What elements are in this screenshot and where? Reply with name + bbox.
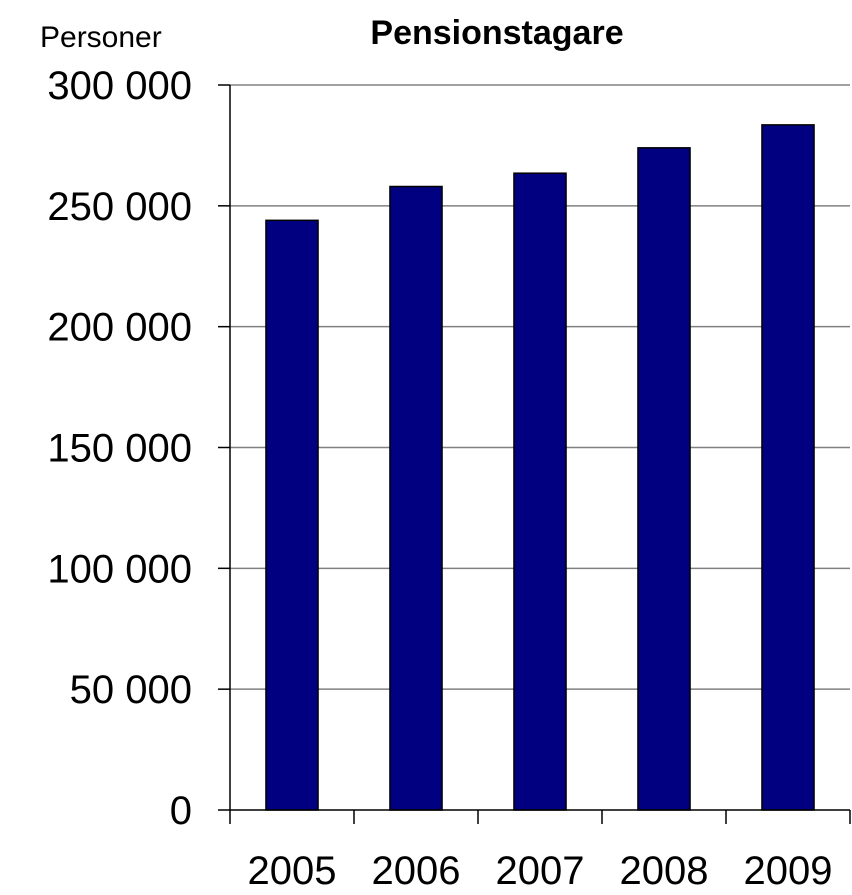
bar-2008 bbox=[637, 147, 691, 811]
bar-2005 bbox=[265, 219, 319, 811]
y-tick-label: 50 000 bbox=[70, 668, 192, 712]
y-tick-label: 100 000 bbox=[47, 547, 192, 591]
bar-2007 bbox=[513, 172, 567, 811]
y-axis-unit-label: Personer bbox=[40, 21, 162, 54]
x-tick-label: 2005 bbox=[248, 849, 337, 893]
chart-title: Pensionstagare bbox=[370, 14, 623, 52]
tick-labels: 0 50 000 100 000 150 000 200 000 250 000 300 0… bbox=[47, 64, 832, 893]
bars bbox=[265, 124, 815, 811]
y-tick-label: 300 000 bbox=[47, 64, 192, 108]
y-tick-label: 250 000 bbox=[47, 185, 192, 229]
x-tick-label: 2009 bbox=[744, 849, 833, 893]
bar-2006 bbox=[389, 185, 443, 811]
y-tick-label: 0 bbox=[170, 789, 192, 833]
bar-2009 bbox=[761, 124, 815, 811]
x-tick-label: 2006 bbox=[372, 849, 461, 893]
x-tick-label: 2007 bbox=[496, 849, 585, 893]
y-tick-label: 200 000 bbox=[47, 306, 192, 350]
axes bbox=[218, 84, 851, 824]
x-tick-label: 2008 bbox=[620, 849, 709, 893]
y-tick-label: 150 000 bbox=[47, 427, 192, 471]
